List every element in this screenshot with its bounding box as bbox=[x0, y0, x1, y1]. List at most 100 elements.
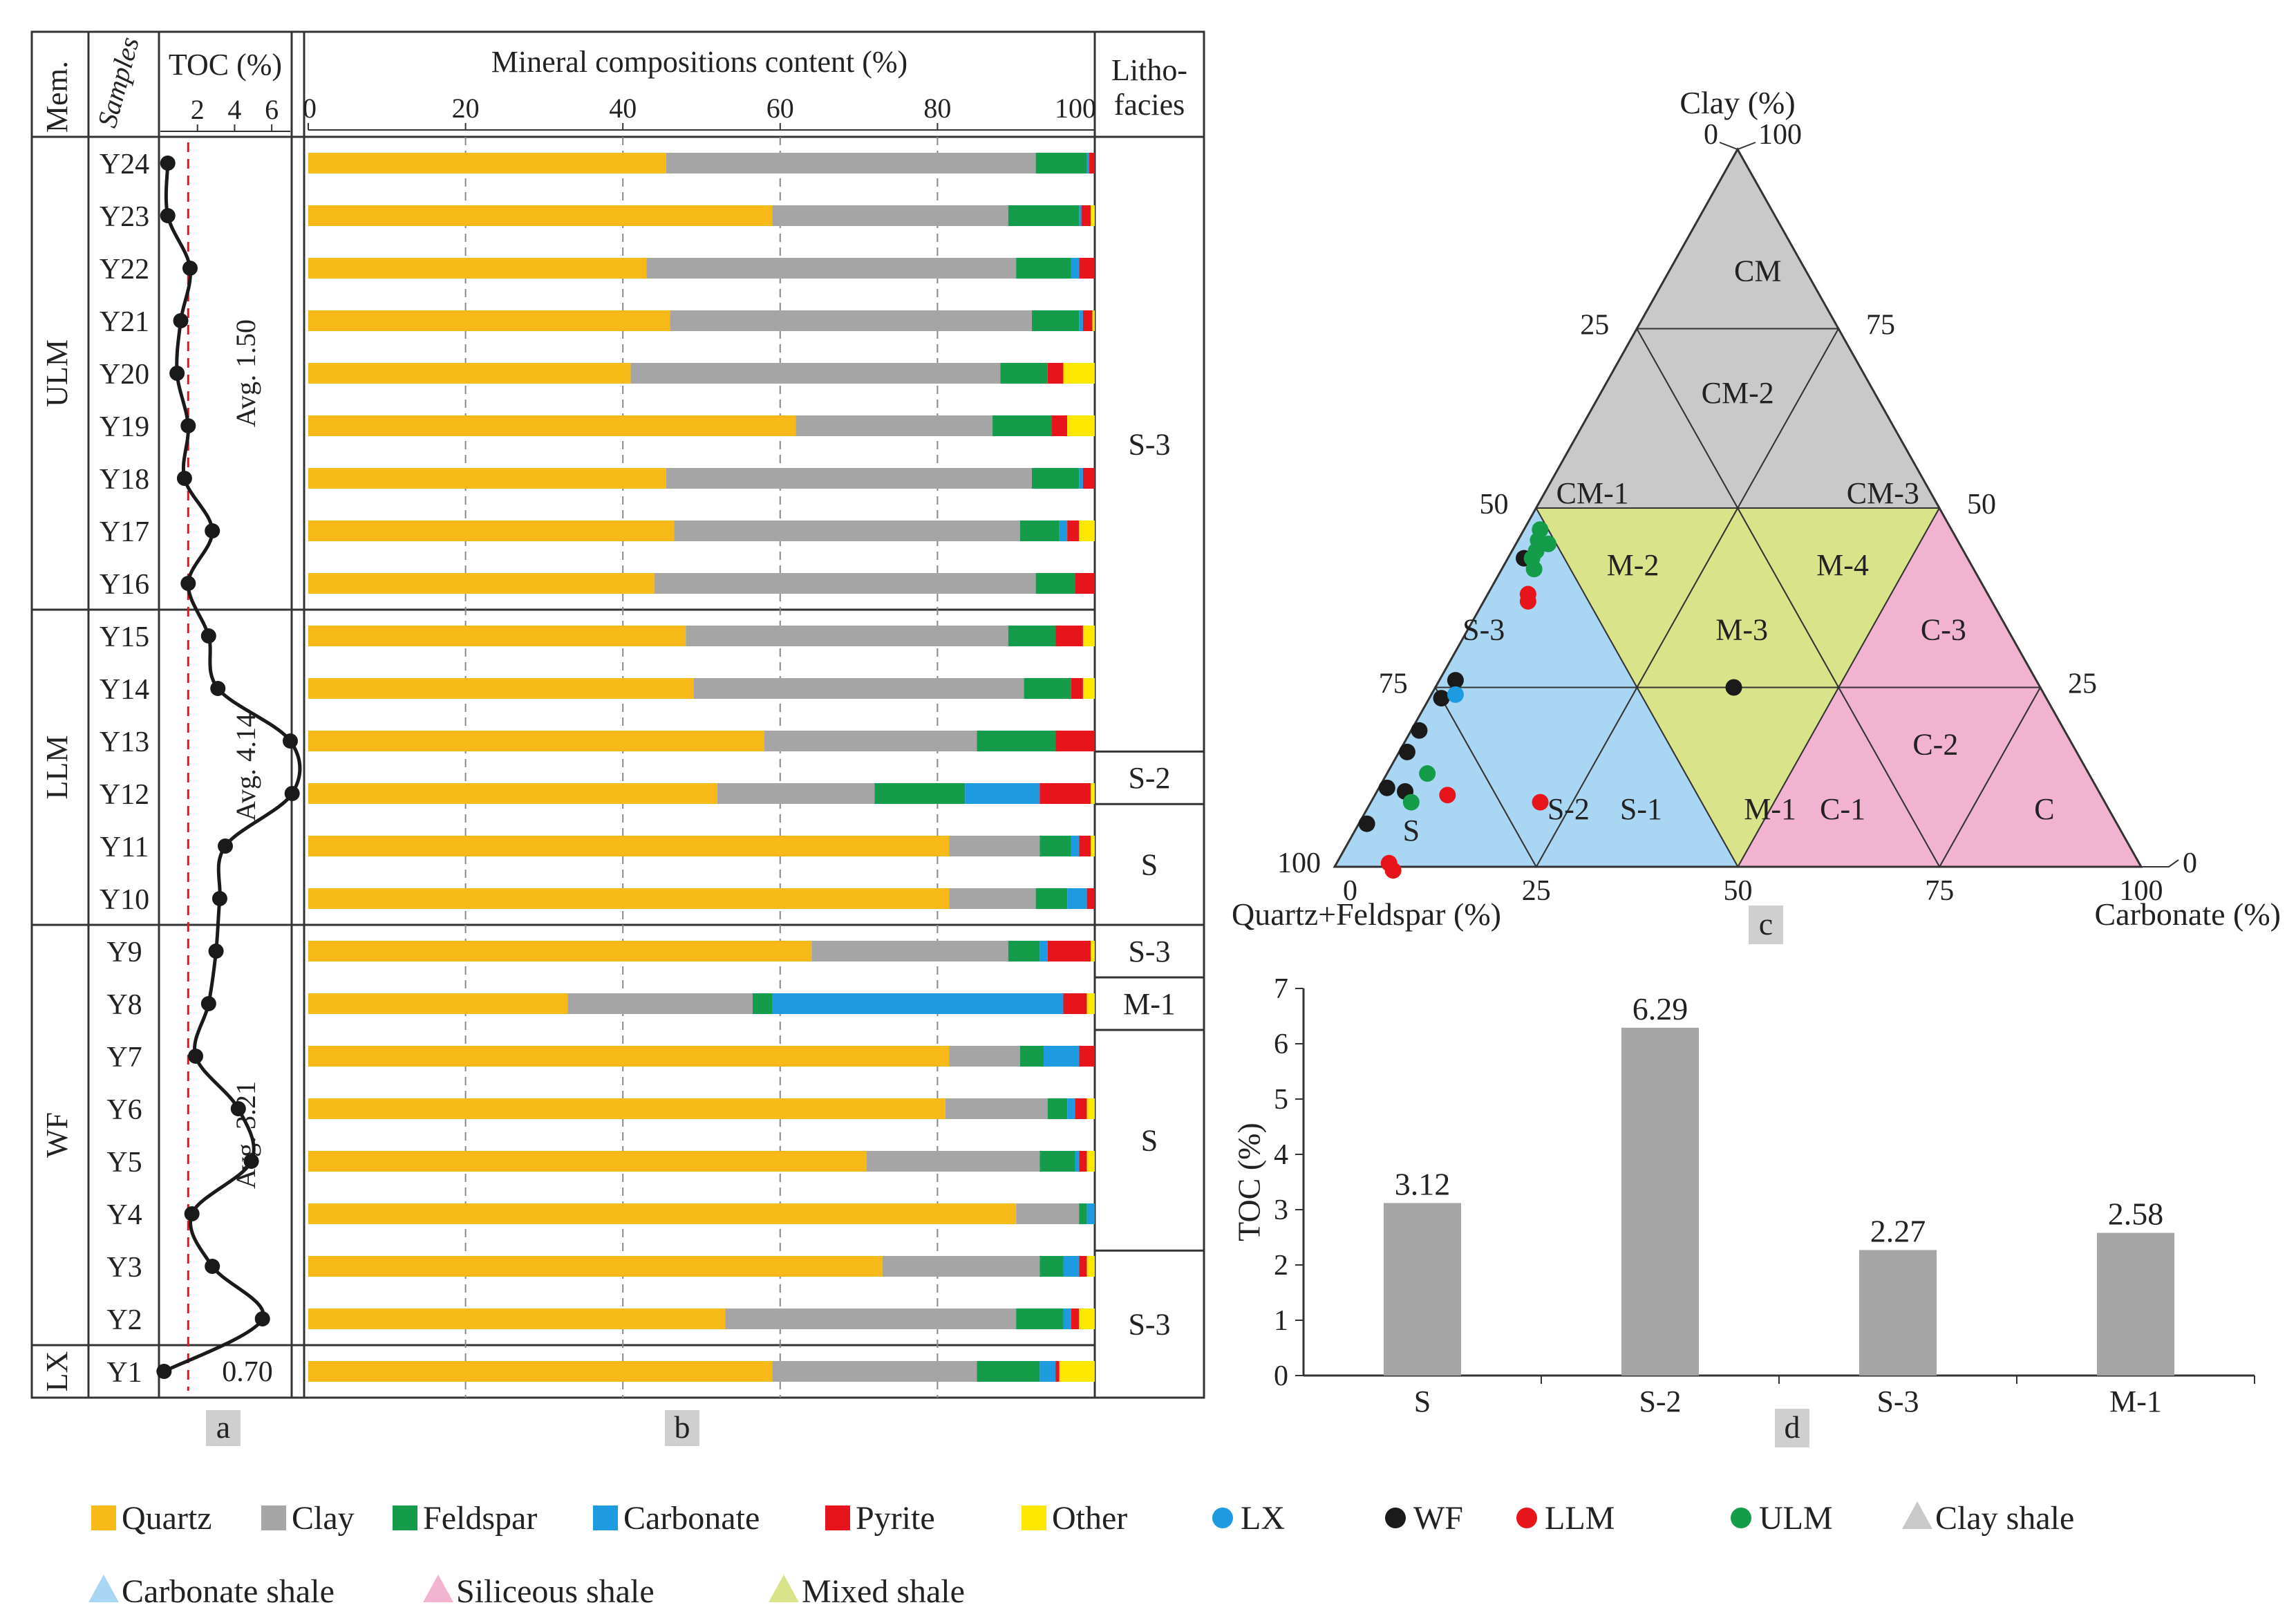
sample-column: Y24 Y23 Y22 Y21 Y20 Y19 Y18 Y17 Y16 Y15 Y14 Y13 Y12 Y… bbox=[100, 149, 149, 1389]
bar-segment-pyrite bbox=[1055, 626, 1083, 646]
ternary-bottom-tick: 100 bbox=[2120, 875, 2163, 907]
lithofacies-label: S-2 bbox=[1128, 761, 1170, 795]
toc-bar-y-label: TOC (%) bbox=[1232, 1123, 1267, 1241]
ternary-region-label: M-1 bbox=[1744, 792, 1796, 826]
toc-point bbox=[188, 1049, 204, 1064]
lithofacies-label: S bbox=[1141, 848, 1158, 882]
bar-segment-carbonate bbox=[1059, 520, 1068, 541]
bar-segment-clay bbox=[764, 731, 977, 751]
toc-average-label: Avg. 1.50 bbox=[230, 319, 261, 427]
bar-segment-clay bbox=[725, 1308, 1017, 1329]
bar-segment-clay bbox=[949, 836, 1040, 856]
toc-point bbox=[205, 1259, 220, 1274]
ternary-bottom-tick: 25 bbox=[1522, 875, 1551, 907]
toc-bar-y-tick-label: 4 bbox=[1274, 1139, 1288, 1171]
ternary-axis-title-carbonate: Carbonate (%) bbox=[2095, 897, 2281, 932]
sample-label: Y15 bbox=[100, 621, 149, 653]
toc-point bbox=[180, 418, 196, 433]
toc-point bbox=[284, 786, 300, 801]
toc-tick-label: 2 bbox=[191, 94, 205, 125]
panel-label-c-text: c bbox=[1759, 906, 1773, 941]
panel-label-a: a bbox=[206, 1409, 241, 1446]
bar-segment-feldspar bbox=[1035, 153, 1087, 173]
legend-item: Carbonate shale bbox=[88, 1573, 335, 1610]
bar-segment-pyrite bbox=[1067, 520, 1080, 541]
bar-segment-quartz bbox=[308, 888, 950, 909]
sample-label: Y8 bbox=[106, 989, 142, 1021]
bar-segment-other bbox=[1091, 836, 1095, 856]
bar-segment-feldspar bbox=[1008, 941, 1040, 961]
toc-point bbox=[182, 261, 198, 276]
toc-bar-y-tick-label: 1 bbox=[1274, 1305, 1288, 1337]
bar-segment-pyrite bbox=[1075, 573, 1095, 594]
bar-segment-pyrite bbox=[1075, 1098, 1087, 1119]
legend-item: LLM bbox=[1516, 1500, 1615, 1537]
ternary-region-label: CM-2 bbox=[1702, 376, 1774, 410]
bar-segment-feldspar bbox=[1039, 1151, 1075, 1172]
toc-bar-value-label: 6.29 bbox=[1632, 991, 1688, 1026]
legend-swatch bbox=[88, 1575, 119, 1602]
bar-segment-carbonate bbox=[1086, 153, 1090, 173]
bar-segment-clay bbox=[666, 468, 1032, 489]
bar-segment-quartz bbox=[308, 678, 694, 699]
bar-segment-other bbox=[1067, 415, 1095, 436]
legend-label: Carbonate shale bbox=[122, 1573, 335, 1610]
mineral-tick-label: 20 bbox=[452, 93, 480, 124]
sample-label: Y23 bbox=[100, 201, 149, 233]
legend-label: Other bbox=[1052, 1500, 1127, 1537]
bar-segment-feldspar bbox=[1039, 1256, 1064, 1277]
lithofacies-label: M-1 bbox=[1123, 987, 1176, 1021]
toc-point bbox=[283, 733, 298, 749]
bar-segment-clay bbox=[717, 783, 875, 804]
bar-segment-other bbox=[1079, 1308, 1095, 1329]
ternary-bottom-tick: 75 bbox=[1925, 875, 1954, 907]
panel-label-b: b bbox=[665, 1409, 699, 1446]
sample-label: Y1 bbox=[106, 1357, 142, 1389]
toc-point bbox=[160, 208, 176, 223]
ternary-point-llm bbox=[1532, 794, 1549, 811]
bar-segment-pyrite bbox=[1079, 836, 1091, 856]
ternary-region-labels: CM CM-1 CM-2 CM-3 M-1 M-2 M-3 M-4 S S-1 S-2 S-3 C C-1… bbox=[1403, 254, 2055, 847]
bar-segment-other bbox=[1086, 993, 1095, 1014]
ternary-right-tick: 75 bbox=[1866, 310, 1895, 341]
bar-segment-other bbox=[1086, 1256, 1095, 1277]
legend-item: Feldspar bbox=[393, 1500, 537, 1537]
ternary-point-ulm bbox=[1525, 561, 1543, 578]
toc-point bbox=[180, 576, 196, 591]
legend-swatch bbox=[825, 1505, 850, 1530]
toc-bar-y-tick-label: 0 bbox=[1274, 1360, 1288, 1392]
bar-segment-carbonate bbox=[1039, 941, 1048, 961]
legend-label: WF bbox=[1413, 1500, 1463, 1537]
bar-segment-pyrite bbox=[1079, 1151, 1087, 1172]
bar-segment-pyrite bbox=[1055, 731, 1095, 751]
bar-segment-quartz bbox=[308, 1151, 867, 1172]
bar-segment-quartz bbox=[308, 468, 666, 489]
bar-segment-quartz bbox=[308, 626, 686, 646]
header-litho-line2: facies bbox=[1114, 88, 1185, 122]
bar-segment-quartz bbox=[308, 520, 675, 541]
toc-point bbox=[160, 156, 176, 171]
sample-label: Y21 bbox=[100, 306, 149, 338]
ternary-point-wf bbox=[1398, 743, 1415, 760]
toc-bar-chart: 0 1 2 3 4 5 6 7 TOC (%) 3.12 S 6.29 S-2 2.27 S-3 2.58 M-… bbox=[1232, 973, 2255, 1447]
header-mineral: Mineral compositions content (%) bbox=[491, 45, 907, 79]
mineral-tick-label: 40 bbox=[609, 93, 637, 124]
bar-segment-other bbox=[1079, 520, 1095, 541]
ternary-point-wf bbox=[1411, 722, 1428, 739]
ternary-left-tick: 25 bbox=[1580, 310, 1609, 341]
bar-segment-carbonate bbox=[1079, 468, 1083, 489]
bar-segment-clay bbox=[796, 415, 993, 436]
ternary-point-ulm bbox=[1402, 794, 1420, 811]
bar-segment-feldspar bbox=[977, 731, 1056, 751]
sample-label: Y19 bbox=[100, 411, 149, 443]
legend-label: Siliceous shale bbox=[456, 1573, 655, 1610]
ternary-apex-tick-right: 100 bbox=[1758, 119, 1802, 151]
toc-point bbox=[200, 996, 216, 1011]
legend-item: Mixed shale bbox=[769, 1573, 965, 1610]
bar-segment-carbonate bbox=[772, 993, 1064, 1014]
ternary-point-wf bbox=[1447, 672, 1464, 689]
ternary-left-tick: 50 bbox=[1480, 489, 1509, 520]
bar-segment-pyrite bbox=[1079, 1046, 1095, 1067]
